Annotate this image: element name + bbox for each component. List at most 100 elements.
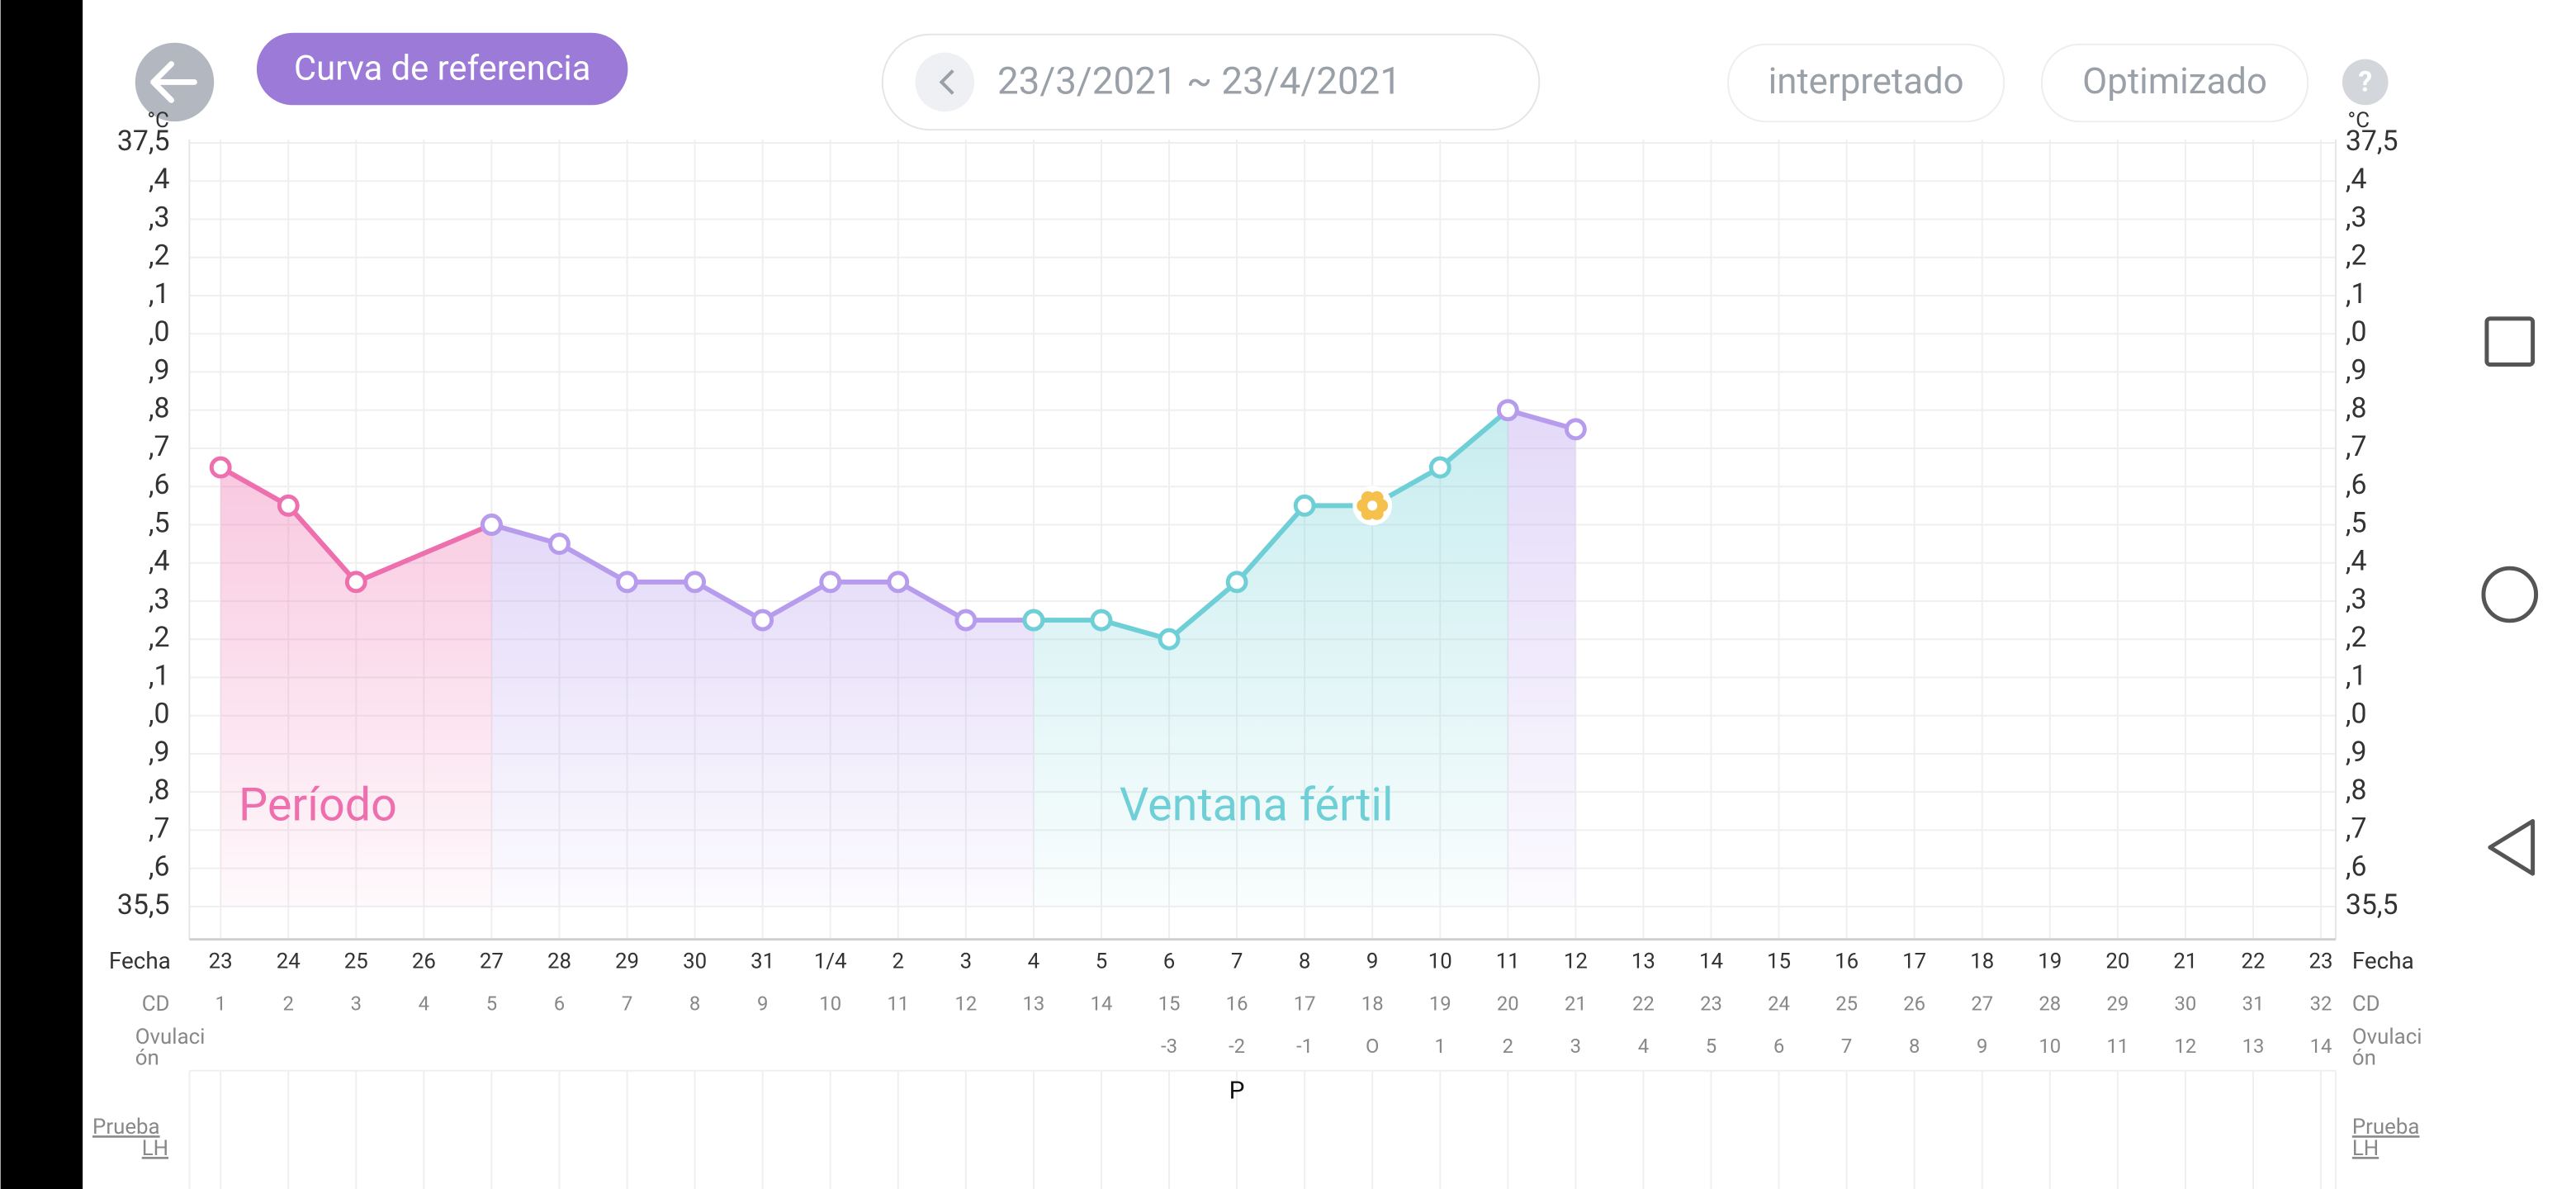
date-label: 6 xyxy=(1163,949,1176,973)
y-unit: °C xyxy=(2348,108,2370,133)
y-tick-label: ,0 xyxy=(2346,316,2367,348)
reference-button-label[interactable]: Curva de referencia xyxy=(294,49,590,89)
y-tick-label: ,5 xyxy=(149,507,170,539)
nav-home[interactable] xyxy=(2481,566,2539,623)
y-tick-label: ,6 xyxy=(149,851,170,883)
line xyxy=(219,465,493,585)
point xyxy=(1022,609,1045,632)
ovulation-label: 6 xyxy=(1773,1035,1784,1058)
y-tick-label: ,2 xyxy=(2346,622,2367,654)
point xyxy=(480,514,503,536)
cd-label: 24 xyxy=(1768,992,1790,1016)
y-tick-label: ,9 xyxy=(149,354,170,386)
ovulation-label: 14 xyxy=(2310,1035,2332,1058)
chart: °C °C35,5 35,5,6,6,7,7,8,8,9,9,0,0,1,1,2,2… xyxy=(92,108,2422,1189)
cd-label: 30 xyxy=(2175,992,2197,1016)
help-button[interactable] xyxy=(2342,59,2389,106)
point xyxy=(277,494,300,517)
ovulation-label: 7 xyxy=(1841,1035,1852,1058)
y-tick-label: ,4 xyxy=(149,163,170,196)
date-label: 2 xyxy=(893,949,905,973)
date-label: 13 xyxy=(1631,949,1655,973)
date-range: 23/3/2021 ~ 23/4/2021 xyxy=(997,60,1401,104)
y-tick-label: ,7 xyxy=(149,431,170,463)
ovulation-label: 4 xyxy=(1638,1035,1649,1058)
flower-center xyxy=(1367,500,1378,511)
date-picker-icon[interactable] xyxy=(915,52,975,112)
date-label: 10 xyxy=(1428,949,1452,973)
cd-label: 15 xyxy=(1158,992,1181,1016)
date-label: 15 xyxy=(1767,949,1791,973)
cd-label: 29 xyxy=(2106,992,2129,1016)
ovulation-label: 1 xyxy=(1435,1035,1446,1058)
cd-label: 8 xyxy=(689,992,700,1016)
y-tick-label: ,5 xyxy=(2346,507,2367,539)
date-label: 17 xyxy=(1902,949,1926,973)
cd-label: 3 xyxy=(351,992,362,1016)
y-tick-label: ,6 xyxy=(149,469,170,501)
ovulation-label: 9 xyxy=(1977,1035,1987,1058)
date-label: 28 xyxy=(547,949,571,973)
date-label: 29 xyxy=(615,949,639,973)
tab-label[interactable]: Optimizado xyxy=(2082,59,2267,102)
back-button[interactable] xyxy=(135,42,215,122)
cd-label: 20 xyxy=(1497,992,1519,1016)
date-label: 25 xyxy=(344,949,368,973)
cd-label: 4 xyxy=(419,992,429,1016)
point xyxy=(209,456,232,479)
y-tick-label: ,4 xyxy=(2346,163,2367,196)
point xyxy=(548,533,571,556)
cd-label: 22 xyxy=(1632,992,1655,1016)
cd-label: 32 xyxy=(2310,992,2332,1016)
nav-recents[interactable] xyxy=(2484,316,2536,367)
date-picker[interactable] xyxy=(881,33,1541,131)
y-unit: °C xyxy=(147,108,168,133)
y-tick-label: ,2 xyxy=(2346,240,2367,272)
y-tick-label: ,2 xyxy=(149,240,170,272)
cd-label: 23 xyxy=(1700,992,1722,1016)
date-label: 3 xyxy=(960,949,973,973)
cd-label: 6 xyxy=(554,992,565,1016)
cd-label: 10 xyxy=(819,992,841,1016)
point xyxy=(684,571,707,594)
ovulation-label: -1 xyxy=(1296,1035,1313,1058)
row-label: CD xyxy=(2352,992,2380,1016)
row-label: Ovulaci xyxy=(135,1025,206,1049)
cd-label: 1 xyxy=(215,992,225,1016)
nav-back[interactable] xyxy=(2488,818,2536,876)
y-tick-label: ,3 xyxy=(149,201,170,234)
y-tick-label: ,0 xyxy=(2346,699,2367,731)
y-tick-label: ,7 xyxy=(2346,431,2367,463)
tab-optimizado[interactable] xyxy=(2040,43,2309,123)
ovulation-label: 2 xyxy=(1503,1035,1513,1058)
reference-button[interactable] xyxy=(256,32,628,106)
date-label: 21 xyxy=(2173,949,2197,973)
date-label: 19 xyxy=(2038,949,2062,973)
y-tick-label: ,9 xyxy=(2346,354,2367,386)
row-label: ón xyxy=(135,1046,159,1071)
date-picker-chevron xyxy=(939,69,954,95)
date-label: 8 xyxy=(1299,949,1311,973)
date-label: 5 xyxy=(1096,949,1108,973)
y-tick-label: ,8 xyxy=(2346,393,2367,425)
area xyxy=(491,524,1034,907)
row-label: Fecha xyxy=(2352,947,2414,974)
ovulation-label: 10 xyxy=(2039,1035,2061,1058)
cd-label: 26 xyxy=(1903,992,1925,1016)
back-arrow[interactable] xyxy=(150,61,197,103)
y-tick-label: ,1 xyxy=(149,660,170,692)
date-label: 23 xyxy=(2309,949,2333,973)
cd-label: 21 xyxy=(1565,992,1587,1016)
area xyxy=(220,467,492,907)
y-tick-label: 37,5 xyxy=(117,126,170,158)
y-tick-label: ,0 xyxy=(149,316,170,348)
tab-label[interactable]: interpretado xyxy=(1769,59,1964,102)
y-tick-label: ,1 xyxy=(149,278,170,310)
cd-label: 31 xyxy=(2242,992,2265,1016)
tab-interpretado[interactable] xyxy=(1727,43,2005,123)
date-label: 11 xyxy=(1496,949,1520,973)
ovulation-label: 5 xyxy=(1706,1035,1717,1058)
lh-mark: P xyxy=(1229,1077,1245,1106)
help-label[interactable]: ? xyxy=(2358,66,2372,98)
